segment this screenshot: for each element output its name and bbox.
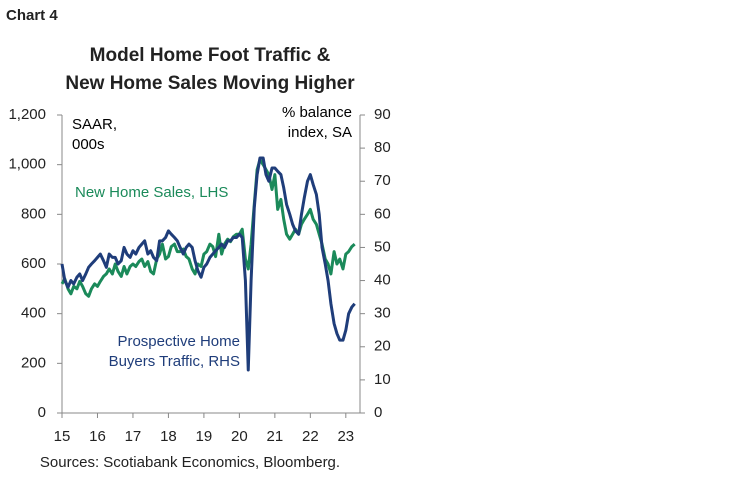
- y2-tick-label: 90: [374, 106, 391, 123]
- x-tick-label: 22: [302, 428, 319, 445]
- y-tick-label: 400: [21, 305, 46, 322]
- chart-header: Chart 4: [6, 7, 58, 24]
- series-label: New Home Sales, LHS: [75, 184, 229, 201]
- source: Sources: Scotiabank Economics, Bloomberg…: [40, 454, 340, 471]
- x-tick-label: 17: [125, 428, 142, 445]
- y2-tick-label: 80: [374, 139, 391, 156]
- y-tick-label: 1,200: [8, 106, 46, 123]
- x-tick-label: 18: [160, 428, 177, 445]
- x-tick-label: 20: [231, 428, 248, 445]
- y2-tick-label: 70: [374, 172, 391, 189]
- y2-tick-label: 10: [374, 371, 391, 388]
- series-line: [60, 158, 356, 298]
- y-tick-label: 600: [21, 255, 46, 272]
- x-tick-label: 21: [267, 428, 284, 445]
- x-tick-label: 16: [89, 428, 106, 445]
- y2-tick-label: 20: [374, 338, 391, 355]
- y2-tick-label: 30: [374, 305, 391, 322]
- x-tick-label: 15: [54, 428, 71, 445]
- y2-annotation: % balance index, SA: [281, 104, 352, 141]
- y-tick-label: 200: [21, 354, 46, 371]
- chart-title: Model Home Foot Traffic &: [90, 45, 331, 66]
- y2-tick-label: 40: [374, 272, 391, 289]
- y-annotation: SAAR, 000s: [72, 116, 118, 153]
- x-tick-label: 23: [337, 428, 354, 445]
- y2-tick-label: 60: [374, 205, 391, 222]
- series-label: Prospective Home Buyers Traffic, RHS: [108, 333, 240, 370]
- x-tick-label: 19: [196, 428, 213, 445]
- y-tick-label: 800: [21, 205, 46, 222]
- y-tick-label: 0: [38, 404, 46, 421]
- y-tick-label: 1,000: [8, 156, 46, 173]
- chart-title: New Home Sales Moving Higher: [65, 73, 355, 94]
- y2-tick-label: 0: [374, 404, 382, 421]
- y2-tick-label: 50: [374, 238, 391, 255]
- series-line: [60, 156, 356, 372]
